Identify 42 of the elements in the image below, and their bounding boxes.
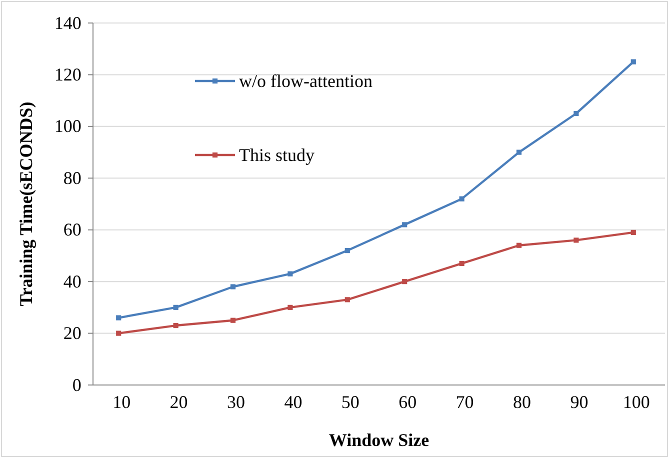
- point: [630, 230, 636, 235]
- y-tick-label: 40: [63, 271, 82, 292]
- y-tick-label: 80: [63, 168, 82, 188]
- point: [344, 248, 350, 254]
- x-tick-label: 10: [112, 392, 131, 412]
- legend-label: w/o flow-attention: [239, 71, 372, 91]
- point: [230, 284, 236, 290]
- x-tick-label: 50: [341, 392, 360, 412]
- x-tick-label: 100: [622, 392, 650, 412]
- y-axis-title: Training Time(sECONDS): [16, 102, 36, 306]
- y-tick-label: 60: [63, 220, 82, 240]
- point: [288, 304, 293, 310]
- point: [574, 110, 579, 116]
- point: [116, 330, 122, 336]
- y-tick-label: 20: [63, 323, 82, 344]
- point: [230, 318, 236, 323]
- point: [288, 271, 293, 276]
- x-tick-label: 40: [284, 392, 302, 412]
- point: [516, 242, 522, 248]
- x-tick-label: 90: [570, 392, 588, 412]
- y-tick-label: 140: [54, 12, 82, 33]
- legend-label: This study: [239, 145, 315, 165]
- point: [574, 238, 579, 243]
- point: [516, 150, 522, 155]
- y-tick-label: 0: [72, 374, 82, 395]
- x-tick-label: 60: [398, 392, 417, 412]
- y-tick-label: 120: [54, 64, 82, 84]
- x-tick-label: 80: [513, 392, 531, 412]
- point: [630, 59, 636, 64]
- y-tick-label: 100: [54, 116, 82, 136]
- point: [173, 322, 178, 328]
- x-tick-label: 30: [227, 392, 245, 412]
- x-axis-title: Window Size: [328, 430, 430, 450]
- point: [459, 260, 464, 266]
- point: [459, 196, 464, 202]
- point: [402, 222, 408, 228]
- point: [173, 304, 178, 310]
- x-tick-label: 20: [170, 392, 188, 412]
- point: [344, 297, 350, 302]
- point: [402, 279, 408, 284]
- x-tick-label: 70: [456, 392, 474, 412]
- point: [116, 315, 122, 320]
